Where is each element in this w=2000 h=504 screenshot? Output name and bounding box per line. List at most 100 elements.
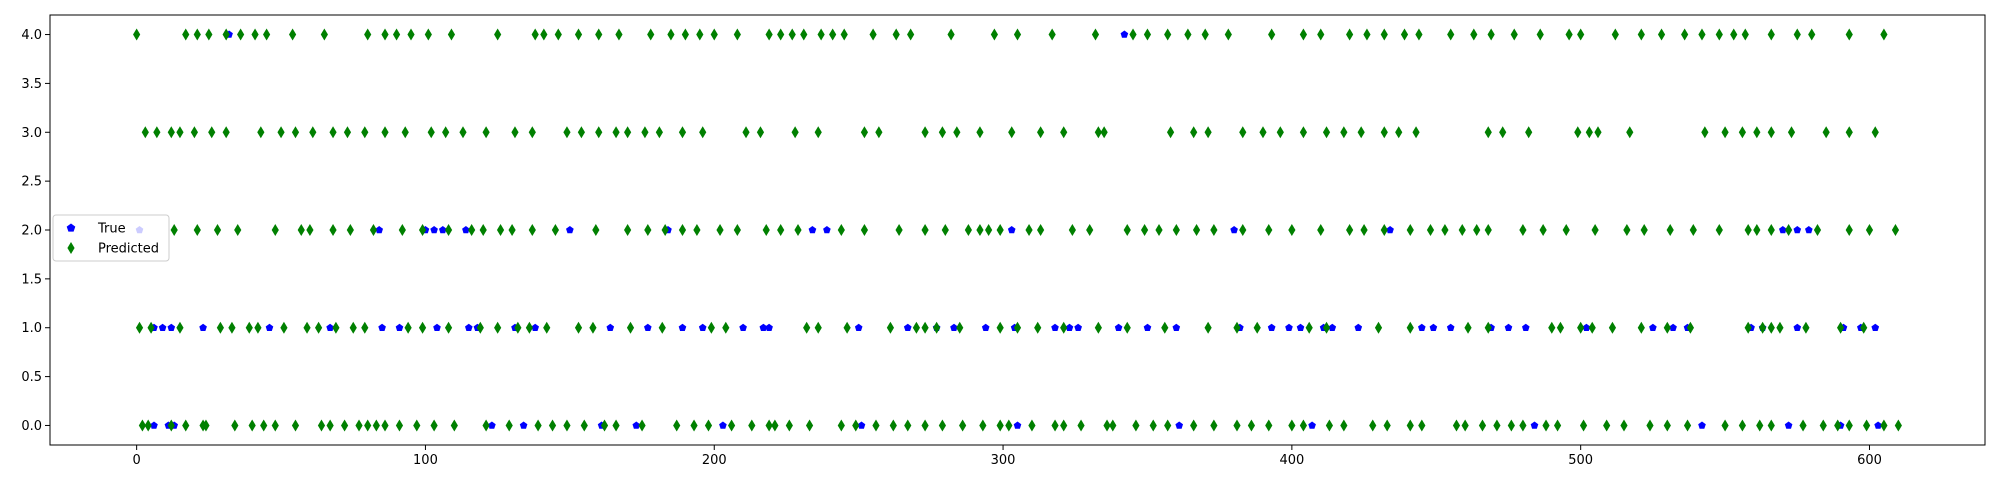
data-point-predicted — [742, 126, 750, 139]
data-point-predicted — [765, 419, 773, 432]
data-point-predicted — [1721, 126, 1729, 139]
data-point-predicted — [1060, 321, 1068, 334]
data-point-predicted — [1562, 224, 1570, 236]
data-point-predicted — [1608, 321, 1617, 334]
data-point-predicted — [133, 28, 141, 41]
data-point-predicted — [1340, 419, 1348, 432]
data-point-predicted — [551, 224, 560, 236]
data-point-predicted — [889, 419, 897, 432]
data-point-predicted — [355, 419, 363, 432]
data-point-predicted — [364, 419, 372, 432]
data-point-predicted — [257, 126, 265, 139]
data-point-true — [150, 421, 158, 429]
data-point-true — [1793, 323, 1802, 331]
data-point-predicted — [872, 419, 880, 432]
data-point-predicted — [615, 28, 623, 41]
data-point-predicted — [1542, 419, 1550, 432]
data-point-predicted — [309, 126, 317, 139]
data-point-true — [632, 421, 641, 429]
data-point-predicted — [1776, 321, 1784, 334]
data-point-predicted — [1715, 224, 1723, 236]
data-point-predicted — [1305, 321, 1313, 334]
data-point-predicted — [1461, 419, 1469, 432]
data-point-predicted — [574, 28, 583, 41]
data-point-predicted — [427, 126, 435, 139]
data-point-predicted — [1025, 224, 1033, 236]
data-point-predicted — [722, 321, 730, 334]
data-point-true — [854, 323, 863, 331]
data-point-predicted — [170, 224, 178, 236]
data-point-predicted — [228, 321, 236, 334]
y-tick-label: 4.0 — [21, 28, 42, 43]
data-point-predicted — [332, 321, 340, 334]
data-point-predicted — [1013, 28, 1022, 41]
data-point-predicted — [1204, 321, 1212, 334]
data-point-true — [678, 323, 687, 331]
data-point-predicted — [381, 419, 389, 432]
data-point-predicted — [1577, 28, 1585, 41]
data-point-predicted — [190, 126, 199, 139]
data-point-predicted — [1686, 321, 1695, 334]
data-point-predicted — [1525, 126, 1533, 139]
data-point-predicted — [1091, 28, 1100, 41]
data-point-predicted — [1155, 224, 1163, 236]
data-point-predicted — [277, 126, 285, 139]
data-point-true — [1793, 226, 1802, 234]
data-point-predicted — [167, 419, 175, 432]
data-point-predicted — [1663, 321, 1671, 334]
data-point-true — [167, 323, 176, 331]
legend-label: Predicted — [98, 242, 159, 257]
data-point-predicted — [1363, 28, 1371, 41]
data-point-true — [158, 323, 167, 331]
data-point-predicted — [381, 126, 389, 139]
y-tick-label: 2.0 — [21, 224, 42, 239]
data-point-predicted — [1247, 419, 1256, 432]
data-point-predicted — [1799, 419, 1807, 432]
x-tick-label: 500 — [1568, 453, 1593, 468]
data-point-true — [765, 323, 773, 331]
data-point-predicted — [1276, 126, 1284, 139]
data-point-predicted — [678, 224, 687, 236]
data-point-predicted — [803, 321, 811, 334]
data-point-predicted — [1611, 28, 1619, 41]
data-point-true — [1267, 323, 1276, 331]
data-point-predicted — [138, 419, 147, 432]
data-point-predicted — [231, 419, 239, 432]
data-point-predicted — [1233, 321, 1241, 334]
data-point-predicted — [1123, 224, 1131, 236]
data-point-predicted — [921, 126, 929, 139]
data-point-predicted — [771, 419, 779, 432]
data-point-predicted — [777, 224, 785, 236]
data-point-predicted — [1756, 419, 1764, 432]
data-point-predicted — [1317, 224, 1325, 236]
data-point-predicted — [1637, 28, 1645, 41]
data-point-predicted — [1548, 321, 1556, 334]
data-point-predicted — [716, 224, 724, 236]
data-point-predicted — [1380, 28, 1388, 41]
data-point-predicted — [1822, 126, 1830, 139]
data-point-true — [465, 323, 473, 331]
data-point-predicted — [395, 419, 404, 432]
data-point-true — [1784, 421, 1793, 429]
data-point-predicted — [1510, 28, 1518, 41]
data-point-true — [1386, 226, 1394, 234]
data-point-true — [1805, 226, 1813, 234]
data-point-predicted — [904, 419, 912, 432]
data-point-predicted — [1487, 28, 1495, 41]
data-point-predicted — [202, 419, 210, 432]
data-point-predicted — [1663, 419, 1671, 432]
data-point-predicted — [349, 321, 357, 334]
data-point-predicted — [907, 28, 915, 41]
data-point-predicted — [1681, 28, 1689, 41]
data-point-predicted — [1626, 126, 1634, 139]
data-point-predicted — [600, 419, 609, 432]
data-point-predicted — [1265, 224, 1273, 236]
data-point-predicted — [1464, 321, 1472, 334]
data-point-predicted — [727, 419, 736, 432]
data-point-predicted — [442, 126, 450, 139]
data-point-predicted — [554, 28, 562, 41]
data-point-predicted — [1380, 224, 1388, 236]
data-point-predicted — [314, 321, 323, 334]
data-point-predicted — [860, 126, 869, 139]
